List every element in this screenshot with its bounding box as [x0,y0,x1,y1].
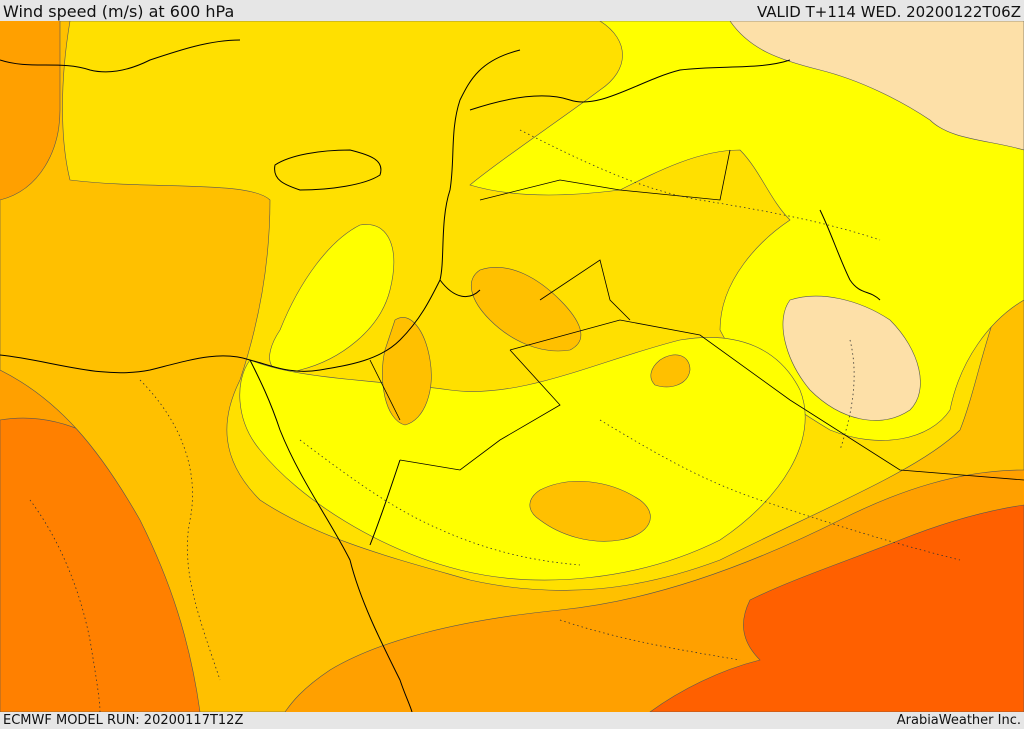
valid-time: VALID T+114 WED. 20200122T06Z [756,3,1021,21]
wind-patch-arabia [529,481,651,542]
map-title: Wind speed (m/s) at 600 hPa [3,2,235,21]
wind-speed-map [0,21,1024,712]
model-run: ECMWF MODEL RUN: 20200117T12Z [3,713,244,728]
wind-band-core-east [729,21,1024,151]
header-bar: Wind speed (m/s) at 600 hPa VALID T+114 … [0,0,1024,21]
wind-band-core-iraq [782,295,921,421]
coastlines [0,39,881,712]
credit-text: ArabiaWeather Inc. [896,713,1021,728]
country-borders [369,149,1024,481]
footer-bar: ECMWF MODEL RUN: 20200117T12Z ArabiaWeat… [0,712,1024,729]
dotted-boundaries [29,129,961,712]
wind-patch-center [650,354,691,388]
wind-patch-jordan [471,267,582,352]
wind-band-strong-south [239,337,806,581]
